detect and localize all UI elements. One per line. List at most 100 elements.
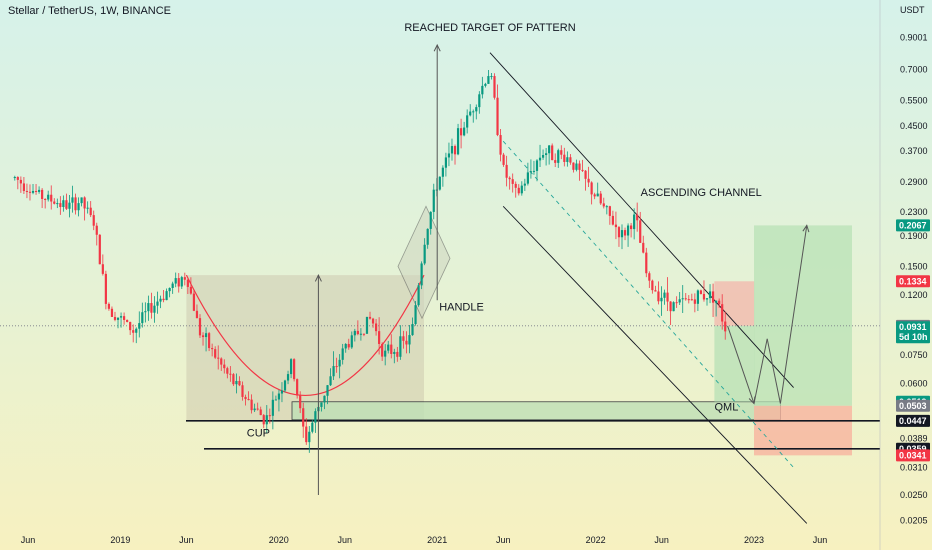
x-tick-label: Jun [21, 535, 36, 545]
candle-body [238, 380, 241, 386]
candle-body [463, 127, 466, 136]
candle-body [68, 202, 71, 209]
candle-body [663, 292, 666, 298]
candle-body [92, 215, 95, 226]
long-target-zone [754, 225, 852, 406]
price-badge-subtext: 5d 10h [899, 332, 928, 342]
candle-body [226, 368, 229, 374]
candle-body [204, 333, 208, 338]
candle-body [71, 197, 74, 203]
y-tick-label: 0.0250 [900, 490, 928, 500]
candle-body [633, 214, 636, 230]
candle-body [323, 395, 326, 403]
candle-body [511, 179, 514, 184]
candle-body [611, 215, 614, 225]
candle-body [262, 415, 265, 425]
y-tick-label: 0.5500 [900, 96, 928, 106]
candle-body [95, 225, 98, 235]
candle-body [669, 301, 672, 312]
candle-body [396, 351, 399, 357]
candle-body [387, 344, 390, 351]
candle-body [490, 76, 493, 78]
candle-body [466, 115, 469, 128]
candle-body [144, 311, 147, 313]
x-tick-label: Jun [179, 535, 194, 545]
y-tick-label: 0.2300 [900, 207, 928, 217]
candle-body [566, 157, 569, 162]
candle-body [678, 299, 681, 303]
candle-body [44, 198, 47, 200]
candle-body [417, 285, 420, 306]
candle-body [232, 374, 235, 385]
candle-body [636, 214, 639, 221]
channel-lines [185, 52, 808, 524]
candle-body [545, 153, 548, 156]
candle-body [402, 336, 405, 341]
cup-curve [185, 274, 425, 396]
short-target-zone [714, 325, 755, 402]
candle-body [453, 146, 457, 155]
candle-body [684, 298, 687, 300]
long-stop-zone [754, 405, 852, 456]
candle-body [718, 300, 721, 305]
candle-body [104, 273, 107, 304]
candle-body [532, 170, 536, 172]
candle-body [693, 299, 696, 304]
candle-body [660, 297, 663, 302]
y-tick-label: 0.1900 [900, 231, 928, 241]
candle-body [192, 293, 196, 311]
x-tick-label: Jun [338, 535, 353, 545]
candle-body [711, 291, 715, 303]
x-tick-label: Jun [813, 535, 828, 545]
projection-arrow [727, 325, 755, 404]
short-stop-zone [714, 281, 755, 326]
price-badge [896, 321, 930, 344]
candle-body [244, 396, 247, 400]
x-tick-label: 2020 [269, 535, 289, 545]
qml-zone [291, 401, 781, 421]
candle-body [514, 183, 517, 188]
candle-body [98, 234, 101, 265]
candle-body [350, 335, 353, 348]
candle-body [535, 160, 539, 171]
candle-body [338, 359, 341, 367]
candle-body [308, 431, 311, 443]
y-tick-label: 0.0205 [900, 515, 928, 525]
candle-body [724, 321, 727, 332]
candle-body [675, 302, 678, 304]
candle-body [581, 169, 584, 171]
candle-body [699, 290, 703, 294]
candle-body [289, 359, 293, 375]
candle-body [268, 415, 271, 417]
price-badge [896, 399, 930, 412]
candle-body [630, 225, 633, 230]
candle-body [347, 343, 350, 348]
candle-body [250, 399, 253, 411]
candle-body [126, 319, 129, 322]
candle-body [271, 399, 274, 416]
candle-body [371, 318, 375, 324]
channel-upper-line [489, 52, 794, 388]
candle-body [195, 310, 199, 319]
candle-body [274, 399, 277, 401]
candle-body [174, 278, 177, 284]
candle-body [584, 170, 587, 179]
y-tick-label: 0.3700 [900, 146, 928, 156]
candle-body [183, 277, 186, 280]
price-badge-text: 0.0447 [899, 416, 927, 426]
candle-body [180, 277, 183, 287]
candle-body [702, 293, 706, 300]
candle-body [129, 321, 132, 331]
candle-body [220, 358, 223, 365]
candle-body [247, 399, 250, 401]
candle-body [283, 380, 287, 391]
candle-body [447, 153, 451, 158]
candle-body [517, 187, 520, 194]
candle-body [299, 395, 302, 409]
candle-body [393, 351, 396, 354]
candle-body [541, 155, 545, 158]
candle-body [378, 331, 381, 344]
candle-body [141, 312, 144, 324]
